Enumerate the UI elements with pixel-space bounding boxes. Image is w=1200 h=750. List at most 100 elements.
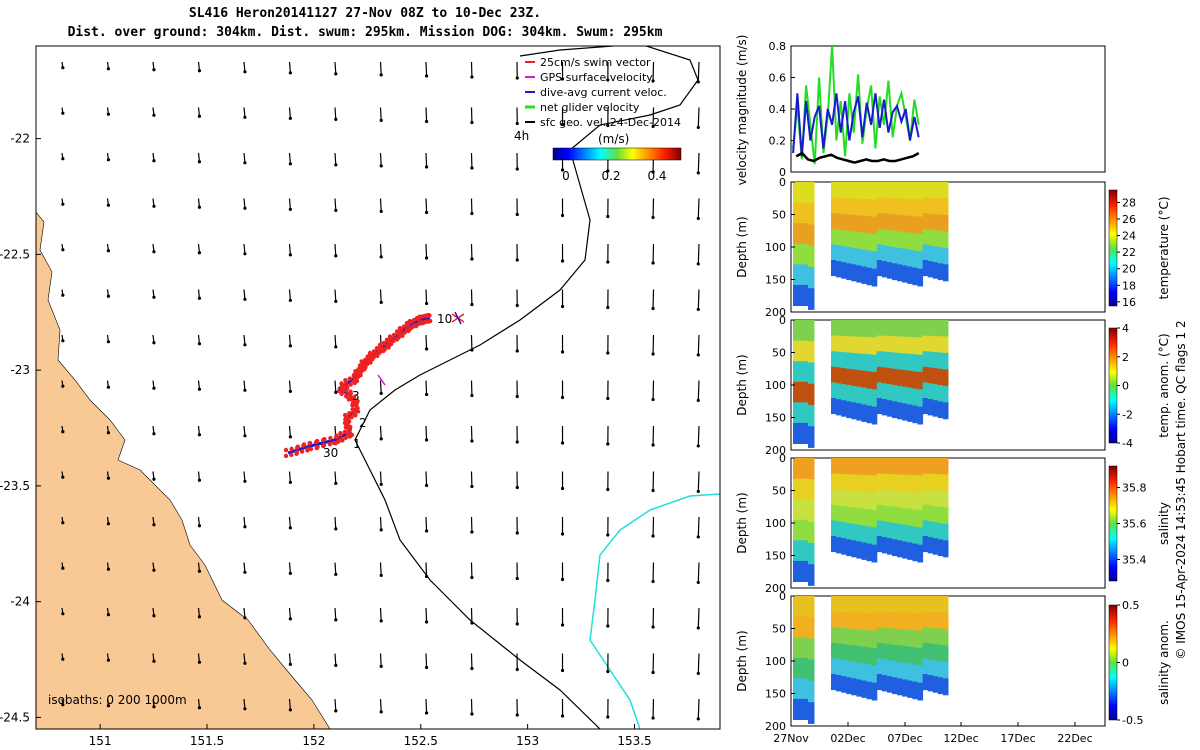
track-label: 2 xyxy=(359,416,367,430)
current-arrowhead xyxy=(197,160,202,164)
current-arrowhead xyxy=(61,430,65,434)
section-cell xyxy=(937,198,944,216)
current-arrowhead xyxy=(288,389,292,393)
swim-vector-mark xyxy=(348,389,353,394)
section-cell xyxy=(866,182,873,200)
current-arrowhead xyxy=(606,260,610,264)
section-cell xyxy=(811,596,815,618)
colorbar-tick: 0.2 xyxy=(601,169,620,183)
section-cell xyxy=(841,262,847,279)
section-cell xyxy=(907,508,913,527)
section-cell xyxy=(932,506,939,523)
section-cell xyxy=(937,644,944,662)
section-cell xyxy=(856,612,862,630)
section-cell xyxy=(897,490,903,508)
section-cell xyxy=(927,399,934,416)
time-tick-label: 22Dec xyxy=(1057,732,1092,745)
section-cell xyxy=(942,198,949,216)
section-cell xyxy=(871,492,878,511)
section-cell xyxy=(841,368,847,385)
section-cell xyxy=(892,182,898,199)
current-arrow xyxy=(334,107,337,120)
current-arrowhead xyxy=(560,623,565,627)
section-cell xyxy=(892,336,898,354)
swim-vector-mark xyxy=(307,440,313,446)
section-cell xyxy=(803,284,809,306)
current-arrow xyxy=(334,380,337,393)
current-arrowhead xyxy=(379,209,383,214)
section-cell xyxy=(907,596,913,614)
section-cell xyxy=(912,233,918,251)
section-cell xyxy=(897,540,903,558)
section-cell xyxy=(907,646,913,665)
depth-tick-label: 50 xyxy=(772,209,786,222)
swim-vector-mark xyxy=(357,363,363,368)
section-cell xyxy=(836,335,842,353)
current-arrowhead xyxy=(152,568,156,572)
section-cell xyxy=(876,398,883,415)
section-cell xyxy=(861,387,868,405)
section-cell xyxy=(798,458,804,480)
swim-vector-mark xyxy=(427,318,433,324)
current-arrow xyxy=(243,698,246,709)
current-arrowhead xyxy=(106,658,111,662)
section-cell xyxy=(803,596,809,618)
section-cell xyxy=(871,199,878,218)
section-cell xyxy=(887,320,893,337)
section-cell xyxy=(861,353,868,372)
swim-vector-mark xyxy=(344,392,349,398)
section-cell xyxy=(912,664,918,683)
current-arrowhead xyxy=(61,293,65,297)
current-arrow xyxy=(243,152,246,163)
section-cell xyxy=(871,251,878,270)
section-cell xyxy=(803,616,809,638)
section-cell xyxy=(836,521,842,538)
section-cell xyxy=(937,596,944,613)
current-arrow xyxy=(697,243,700,264)
current-arrow xyxy=(334,61,337,74)
section-cell xyxy=(922,658,929,675)
section-cell xyxy=(881,197,888,215)
section-cell xyxy=(927,473,934,491)
section-cell xyxy=(902,248,908,266)
section-cell xyxy=(851,540,857,558)
section-cell xyxy=(841,628,847,645)
current-arrow xyxy=(334,152,337,165)
current-arrow xyxy=(379,607,382,621)
current-arrow xyxy=(425,243,428,258)
section-cell xyxy=(927,367,934,384)
swim-vector-mark xyxy=(344,384,349,389)
section-cell xyxy=(803,202,809,224)
current-arrowhead xyxy=(424,119,429,124)
section-cell xyxy=(942,214,949,232)
section-cell xyxy=(917,354,924,373)
current-arrow xyxy=(379,152,382,166)
current-arrow xyxy=(697,425,700,446)
current-arrowhead xyxy=(696,626,700,630)
current-arrow xyxy=(243,653,246,664)
section-cell xyxy=(892,352,898,370)
section-cell xyxy=(861,663,868,681)
section-cell xyxy=(942,612,949,630)
current-arrowhead xyxy=(334,299,338,303)
section-cell xyxy=(927,611,934,629)
current-arrowhead xyxy=(470,575,474,580)
section-cell xyxy=(917,199,924,218)
swim-vector-mark xyxy=(419,320,424,325)
section-cell xyxy=(836,197,842,215)
current-arrowhead xyxy=(288,116,292,120)
current-arrow xyxy=(379,516,382,530)
current-arrowhead xyxy=(651,352,655,356)
section-cell xyxy=(912,543,918,562)
section-cell xyxy=(876,489,883,506)
current-arrowhead xyxy=(106,158,111,162)
section-cell xyxy=(803,499,809,521)
current-arrow xyxy=(288,425,291,437)
current-arrowhead xyxy=(243,343,247,347)
chart-title: SL416 Heron20141127 27-Nov 08Z to 10-Dec… xyxy=(188,6,542,21)
section-cell xyxy=(808,596,812,618)
swim-vector-mark xyxy=(327,442,332,447)
swim-vector-mark xyxy=(354,404,360,410)
section-cell xyxy=(846,596,852,613)
section-cell xyxy=(917,527,924,546)
